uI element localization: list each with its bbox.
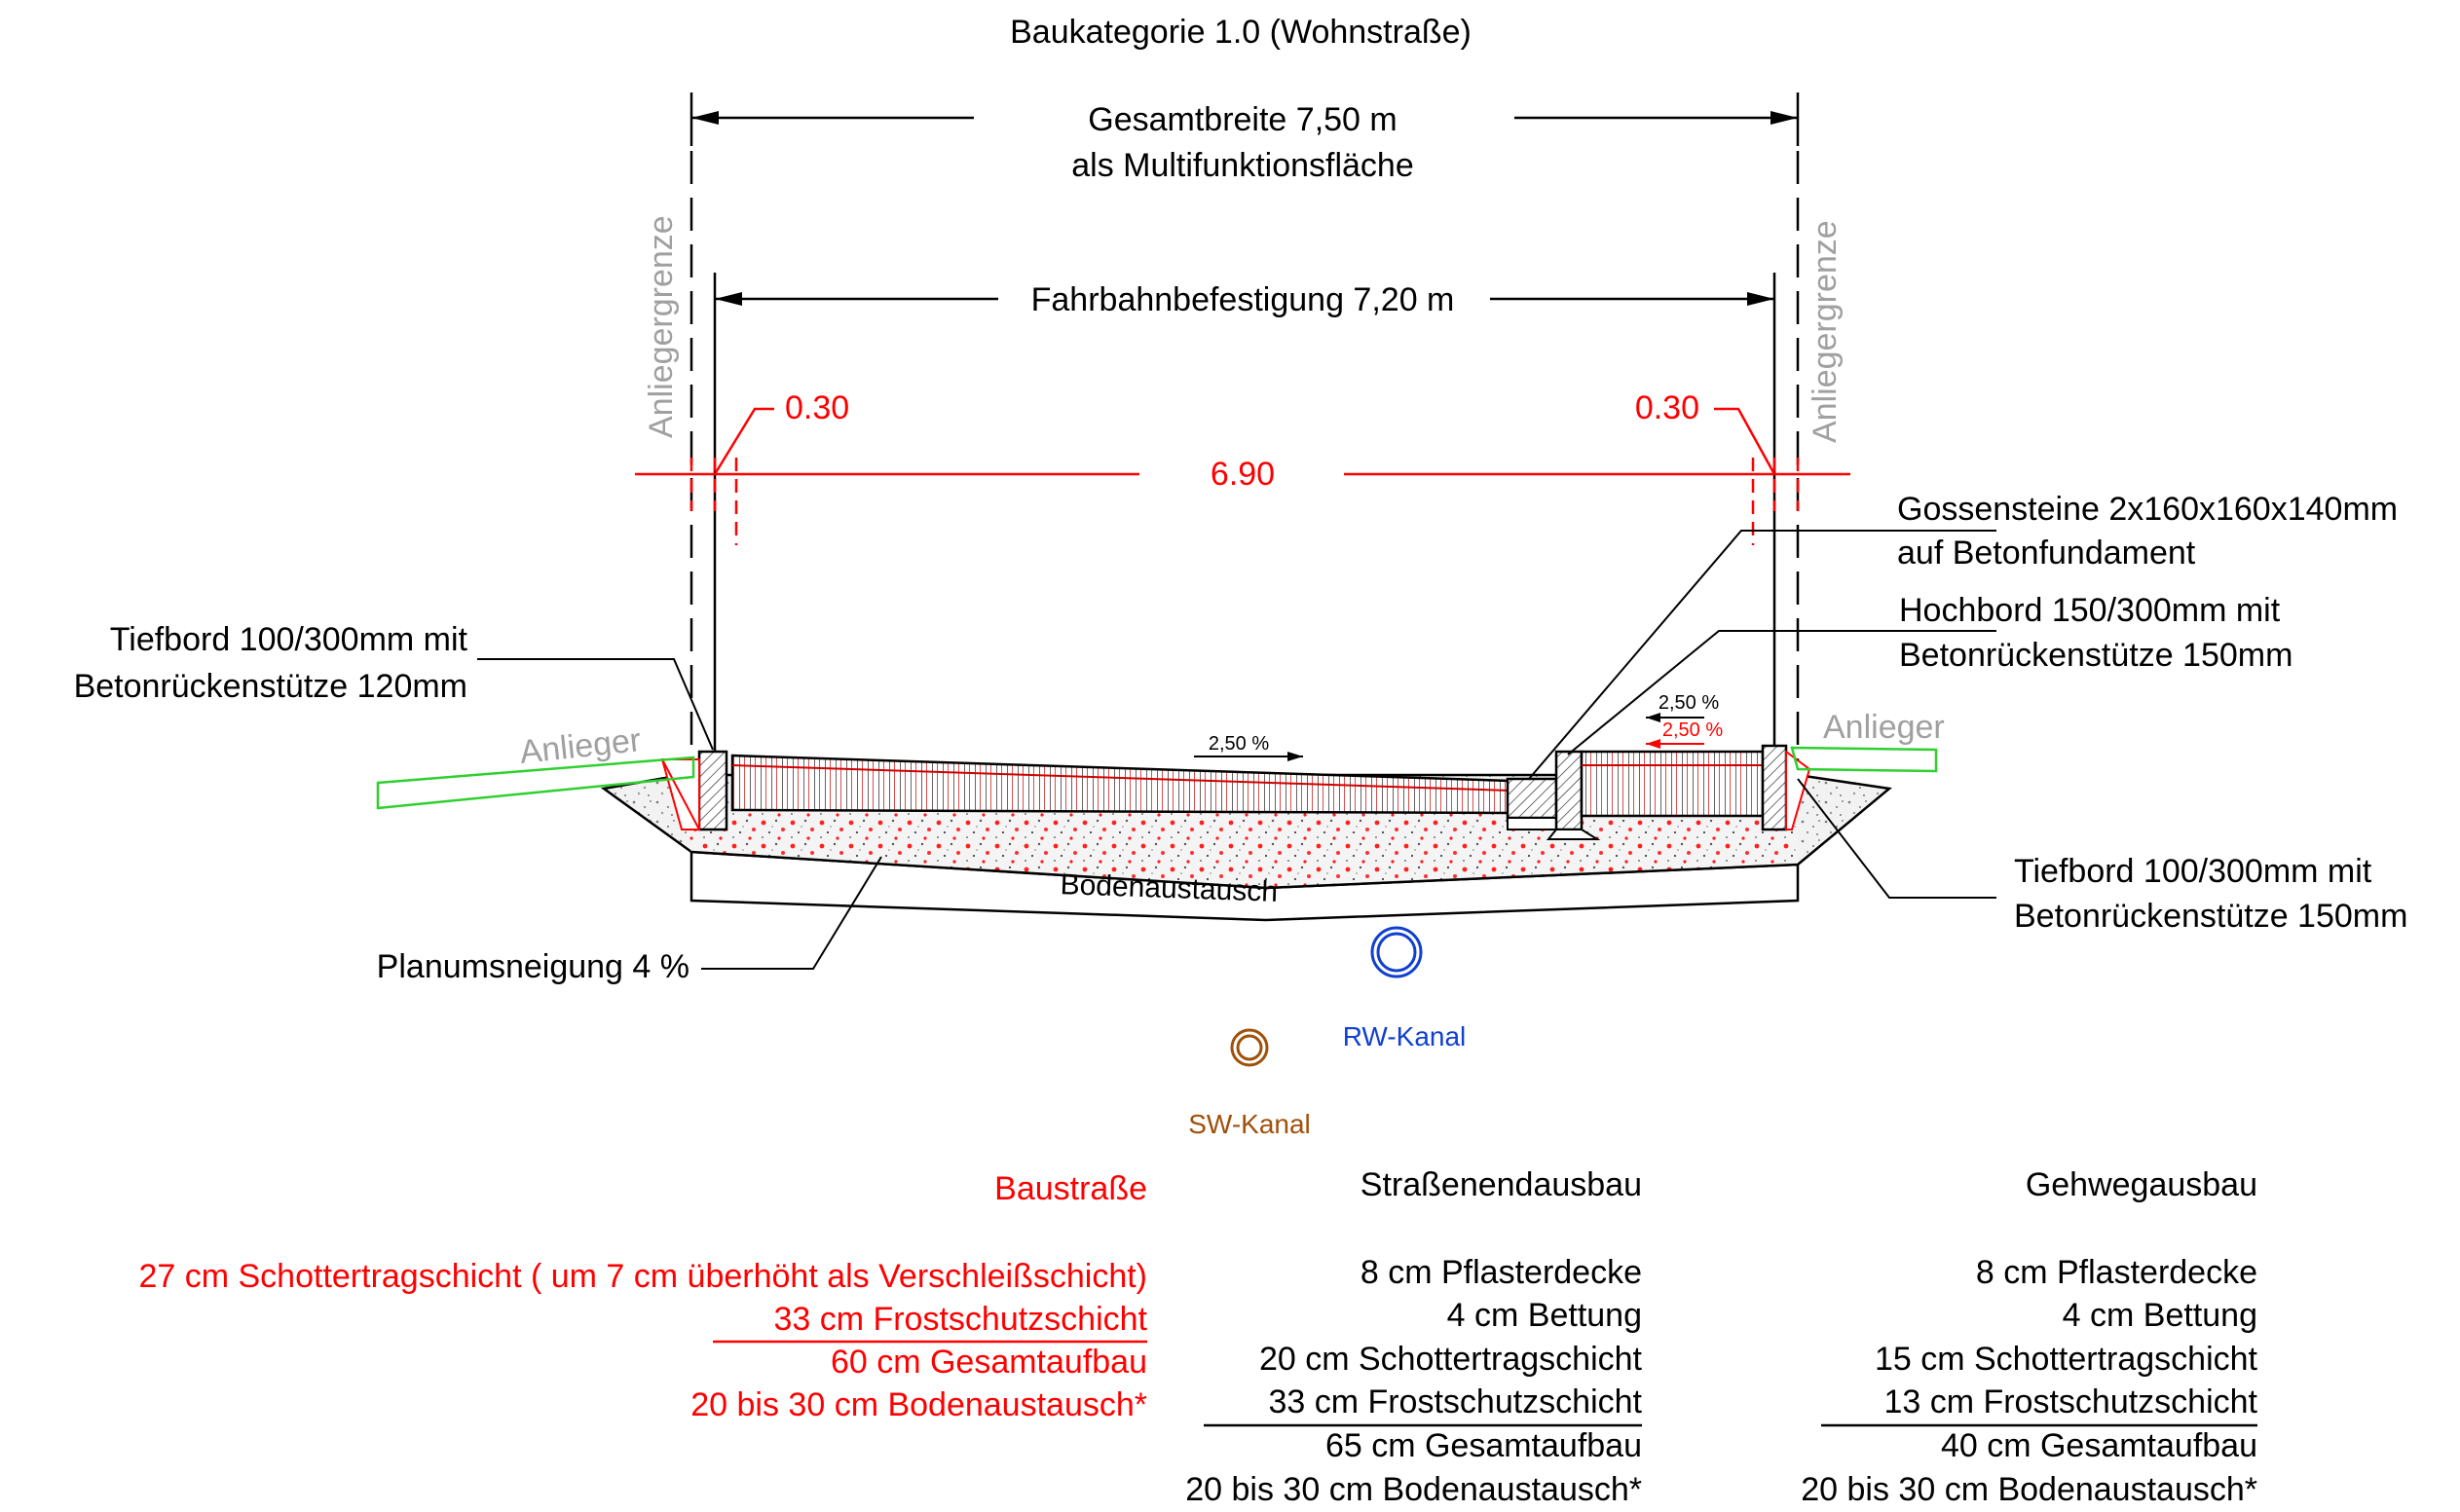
road-slope-label: 2,50 %	[1209, 733, 1269, 755]
walk-slope-indicator	[1646, 713, 1704, 749]
ground-line-right	[1790, 746, 1938, 773]
road-slope-indicator	[1194, 752, 1303, 761]
strasse-line-4: 33 cm Frostschutzschicht	[1268, 1383, 1642, 1420]
gossen-callout-2: auf Betonfundament	[1897, 535, 2196, 572]
gehweg-line-5: 40 cm Gesamtaufbau	[1941, 1427, 2257, 1464]
right-margin-label: 0.30	[1635, 389, 1699, 426]
boundary-lines	[690, 151, 1800, 847]
total-width-sublabel: als Multifunktionsfläche	[1071, 147, 1414, 184]
planum-line	[690, 850, 1799, 890]
gehweg-line-2: 4 cm Bettung	[2063, 1297, 2257, 1334]
road-width-dimension	[713, 273, 1776, 759]
strasse-line-3: 20 cm Schottertragschicht	[1259, 1341, 1643, 1378]
baustrasse-line-1: 27 cm Schottertragschicht ( um 7 cm über…	[138, 1258, 1147, 1295]
sw-pipe-label: SW-Kanal	[1188, 1109, 1311, 1139]
baustrasse-line-3: 60 cm Gesamtaufbau	[831, 1344, 1147, 1381]
gehweg-line-3: 15 cm Schottertragschicht	[1875, 1341, 2258, 1378]
ground-line-left	[376, 756, 695, 810]
strasse-line-2: 4 cm Bettung	[1447, 1297, 1642, 1334]
callout-leaders	[477, 530, 1996, 970]
strasse-header: Straßenendausbau	[1360, 1166, 1642, 1203]
hochbord-callout-1: Hochbord 150/300mm mit	[1899, 592, 2281, 629]
strasse-line-6: 20 bis 30 cm Bodenaustausch*	[1185, 1471, 1642, 1508]
soil-exchange-label: Bodenaustausch	[1060, 868, 1279, 908]
total-width-label: Gesamtbreite 7,50 m	[1088, 101, 1397, 138]
baustrasse-line-2: 33 cm Frostschutzschicht	[773, 1301, 1147, 1338]
middle-dimension-label: 6.90	[1211, 456, 1275, 493]
gutter-stones	[1506, 777, 1558, 820]
strasse-line-5: 65 cm Gesamtaufbau	[1325, 1427, 1642, 1464]
left-margin-label: 0.30	[785, 389, 849, 426]
baustrasse-line-4: 20 bis 30 cm Bodenaustausch*	[690, 1386, 1147, 1423]
tiefbord-right-callout-1: Tiefbord 100/300mm mit	[2014, 853, 2372, 890]
total-width-dimension	[690, 92, 1800, 146]
soil-exchange-layer	[691, 849, 1798, 915]
rw-pipe-icon	[1370, 926, 1423, 978]
tiefbord-left-callout-2: Betonrückenstütze 120mm	[74, 668, 467, 705]
boundary-label-right: Anliegergrenze	[1807, 220, 1844, 443]
right-curb-support	[1785, 750, 1811, 830]
tiefbord-left-callout-1: Tiefbord 100/300mm mit	[110, 621, 468, 658]
gossen-callout-1: Gossensteine 2x160x160x140mm	[1897, 491, 2398, 528]
road-paving	[730, 754, 1511, 815]
soil-exchange-outline	[690, 852, 1800, 922]
sidewalk-paving	[1580, 750, 1765, 818]
baustrasse-header: Baustraße	[994, 1170, 1147, 1207]
road-width-label: Fahrbahnbefestigung 7,20 m	[1031, 281, 1455, 318]
hochbord-callout-2: Betonrückenstütze 150mm	[1899, 637, 2292, 674]
tiefbord-right-callout-2: Betonrückenstütze 150mm	[2014, 898, 2407, 935]
right-curb	[1761, 744, 1788, 831]
high-curb	[1554, 750, 1584, 831]
walk-slope-label: 2,50 %	[1659, 692, 1719, 714]
rw-pipe-label: RW-Kanal	[1343, 1021, 1467, 1051]
gehweg-line-4: 13 cm Frostschutzschicht	[1883, 1383, 2257, 1420]
left-curb	[697, 750, 728, 831]
gehweg-line-6: 20 bis 30 cm Bodenaustausch*	[1801, 1471, 2257, 1508]
planum-callout: Planumsneigung 4 %	[377, 948, 690, 985]
walk-slope-red-label: 2,50 %	[1662, 719, 1723, 741]
boundary-label-left: Anliegergrenze	[643, 215, 680, 438]
gehweg-line-1: 8 cm Pflasterdecke	[1976, 1254, 2257, 1291]
sw-pipe-icon	[1230, 1028, 1269, 1067]
strasse-line-1: 8 cm Pflasterdecke	[1360, 1254, 1642, 1291]
anlieger-right-label: Anlieger	[1823, 709, 1945, 746]
gehweg-header: Gehwegausbau	[2026, 1166, 2257, 1203]
drawing-title: Baukategorie 1.0 (Wohnstraße)	[1010, 14, 1472, 51]
